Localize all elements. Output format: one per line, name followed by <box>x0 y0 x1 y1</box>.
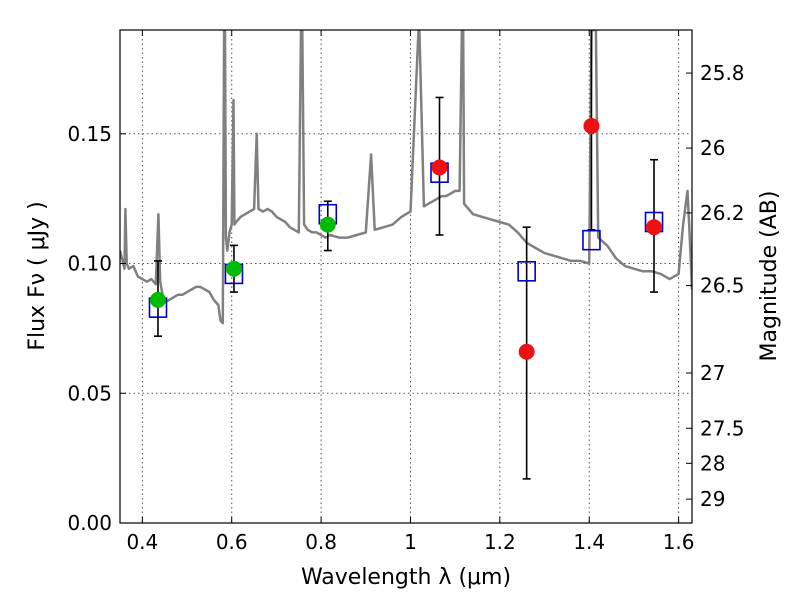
grid <box>120 30 692 524</box>
plot-frame <box>119 29 693 524</box>
y-tick-label: 0.15 <box>67 122 112 146</box>
right-tick-label: 26.5 <box>700 274 745 298</box>
axes: 0.4 0.6 0.8 1 1.2 1.4 1.6 0.00 0.05 0.10 0.15 25.8 2… <box>67 30 745 554</box>
x-axis-label: Wavelength λ (μm) <box>301 565 511 590</box>
right-tick-label: 26.2 <box>700 201 745 225</box>
y-axis-label: Flux Fν ( μJy ) <box>25 201 50 350</box>
right-tick-label: 26 <box>700 136 725 160</box>
observed-point-red <box>431 159 448 176</box>
plot-area <box>120 30 692 325</box>
observed-point-red <box>646 219 663 236</box>
model-square-marker <box>582 229 601 251</box>
observed-point-green <box>319 216 336 233</box>
y-tick-label: 0.05 <box>67 381 112 405</box>
right-tick-label: 29 <box>700 487 725 511</box>
x-tick-label: 1.2 <box>484 530 516 554</box>
spectrum-line <box>120 30 692 325</box>
right-tick-label: 25.8 <box>700 61 745 85</box>
right-tick-label: 27 <box>700 361 725 385</box>
x-tick-label: 0.6 <box>216 530 248 554</box>
observed-point-red <box>518 343 535 360</box>
x-tick-label: 1 <box>404 530 417 554</box>
y-tick-label: 0.00 <box>67 511 112 535</box>
observed-point-green <box>225 260 242 277</box>
observed-point-green <box>149 291 166 308</box>
x-tick-label: 1.4 <box>573 530 605 554</box>
right-tick-label: 28 <box>700 451 725 475</box>
plot-background <box>120 30 692 523</box>
x-tick-label: 0.8 <box>305 530 337 554</box>
right-tick-label: 27.5 <box>700 416 745 440</box>
markers <box>148 30 664 480</box>
observed-point-red <box>583 118 600 135</box>
x-tick-label: 0.4 <box>126 530 158 554</box>
x-tick-label: 1.6 <box>663 530 695 554</box>
model-square-marker <box>517 261 536 282</box>
y-tick-label: 0.10 <box>67 252 112 276</box>
right-axis-label: Magnitude (AB) <box>757 191 782 362</box>
